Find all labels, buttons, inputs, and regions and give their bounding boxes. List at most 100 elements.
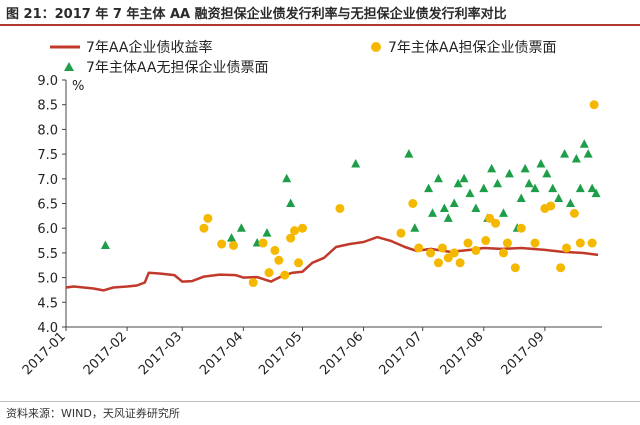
- guaranteed-point: [510, 263, 520, 273]
- guaranteed-point: [449, 248, 459, 258]
- unguaranteed-point: [575, 183, 585, 193]
- guaranteed-point: [274, 255, 284, 265]
- guaranteed-point: [335, 203, 345, 213]
- unguaranteed-point: [439, 203, 449, 212]
- guaranteed-point: [481, 236, 491, 246]
- unguaranteed-point: [487, 163, 497, 173]
- unguaranteed-point: [282, 173, 292, 183]
- unguaranteed-point: [286, 198, 296, 207]
- unguaranteed-point: [591, 188, 601, 198]
- y-tick-label: 4.0: [37, 321, 58, 336]
- guaranteed-point: [290, 226, 300, 236]
- guaranteed-point: [498, 248, 508, 258]
- source-rule: [0, 401, 640, 402]
- y-tick-label: 8.5: [37, 99, 58, 114]
- unguaranteed-point: [560, 149, 570, 158]
- guaranteed-point: [294, 258, 304, 268]
- legend: 7年AA企业债收益率 7年主体AA担保企业债票面 7年主体AA无担保企业债票面: [50, 39, 556, 76]
- chart-title: 图 21：2017 年 7 年主体 AA 融资担保企业债发行利率与无担保企业债发…: [6, 7, 507, 22]
- title-rule: [0, 24, 640, 26]
- guaranteed-point: [516, 223, 526, 233]
- guaranteed-point: [264, 268, 274, 278]
- guaranteed-points-layer: [199, 100, 599, 288]
- x-tick-label: 2017-09: [499, 329, 548, 378]
- unguaranteed-point: [554, 193, 564, 203]
- unguaranteed-point: [100, 240, 110, 249]
- yield-line-layer: [65, 235, 599, 292]
- unguaranteed-point: [443, 213, 453, 222]
- y-tick-label: 9.0: [37, 74, 58, 89]
- yield-line: [65, 235, 599, 292]
- unguaranteed-point: [493, 178, 503, 188]
- guaranteed-point: [408, 199, 418, 208]
- unguaranteed-point: [449, 198, 459, 207]
- unguaranteed-point: [571, 154, 581, 163]
- x-tick-label: 2017-06: [317, 329, 366, 378]
- guaranteed-point: [589, 100, 599, 110]
- guaranteed-point: [270, 245, 280, 255]
- guaranteed-point: [575, 238, 585, 248]
- unguaranteed-point: [479, 183, 489, 193]
- guaranteed-point: [437, 243, 447, 253]
- unguaranteed-point: [516, 193, 526, 203]
- x-tick-label: 2017-05: [256, 329, 305, 378]
- unguaranteed-points-layer: [100, 139, 601, 249]
- unguaranteed-point: [410, 223, 420, 232]
- guaranteed-point: [491, 218, 501, 228]
- unguaranteed-point: [587, 183, 597, 193]
- unguaranteed-point: [424, 183, 434, 193]
- guaranteed-point: [286, 233, 296, 243]
- unguaranteed-point: [504, 168, 514, 178]
- y-tick-label: 6.0: [37, 222, 58, 237]
- y-tick-label: 6.5: [37, 198, 58, 213]
- y-tick-label: 7.0: [37, 173, 58, 188]
- guaranteed-point: [530, 238, 540, 248]
- guaranteed-point: [485, 213, 495, 223]
- guaranteed-point: [587, 238, 597, 248]
- unguaranteed-point: [465, 188, 475, 198]
- guaranteed-point: [569, 208, 579, 218]
- guaranteed-point: [463, 238, 473, 248]
- guaranteed-point: [396, 228, 406, 238]
- y-tick-label: 5.0: [37, 272, 58, 287]
- unguaranteed-point: [536, 158, 546, 168]
- guaranteed-point: [280, 270, 290, 280]
- unguaranteed-point: [524, 178, 534, 188]
- guaranteed-point: [433, 258, 443, 268]
- unguaranteed-point: [433, 173, 443, 183]
- chart: 4.0 4.5 5.0 5.5 6.0 6.5 7.0 7.5 8.0 8.5 9.0 2017-01…: [20, 39, 602, 378]
- guaranteed-point: [297, 223, 307, 233]
- guaranteed-point: [556, 263, 566, 273]
- unguaranteed-point: [262, 228, 272, 237]
- legend-triangle-swatch: [64, 62, 74, 71]
- guaranteed-point: [562, 243, 572, 253]
- legend-dot-swatch: [371, 42, 381, 52]
- guaranteed-point: [258, 238, 268, 248]
- unguaranteed-point: [520, 163, 530, 173]
- legend-label-line: 7年AA企业债收益率: [86, 39, 212, 56]
- x-tick-label: 2017-03: [136, 329, 185, 378]
- guaranteed-point: [443, 253, 453, 263]
- guaranteed-point: [199, 223, 209, 233]
- unguaranteed-point: [542, 168, 552, 178]
- source-note: 资料来源：WIND，天风证券研究所: [6, 407, 180, 420]
- unguaranteed-point: [530, 183, 540, 193]
- unguaranteed-point: [453, 178, 463, 188]
- guaranteed-point: [471, 245, 481, 255]
- guaranteed-point: [546, 201, 556, 211]
- legend-label-guaranteed: 7年主体AA担保企业债票面: [388, 39, 556, 56]
- unguaranteed-point: [471, 203, 481, 212]
- unguaranteed-point: [404, 149, 414, 158]
- guaranteed-point: [229, 240, 238, 250]
- y-tick-label: 4.5: [37, 296, 58, 311]
- y-unit-label: %: [72, 79, 84, 94]
- unguaranteed-point: [428, 208, 438, 217]
- guaranteed-point: [217, 239, 227, 249]
- guaranteed-point: [426, 248, 436, 258]
- y-tick-label: 8.0: [37, 123, 58, 138]
- guaranteed-point: [248, 278, 258, 288]
- y-tick-label: 5.5: [37, 247, 58, 262]
- guaranteed-point: [502, 238, 512, 248]
- legend-label-unguaranteed: 7年主体AA无担保企业债票面: [86, 59, 268, 76]
- unguaranteed-point: [227, 233, 237, 242]
